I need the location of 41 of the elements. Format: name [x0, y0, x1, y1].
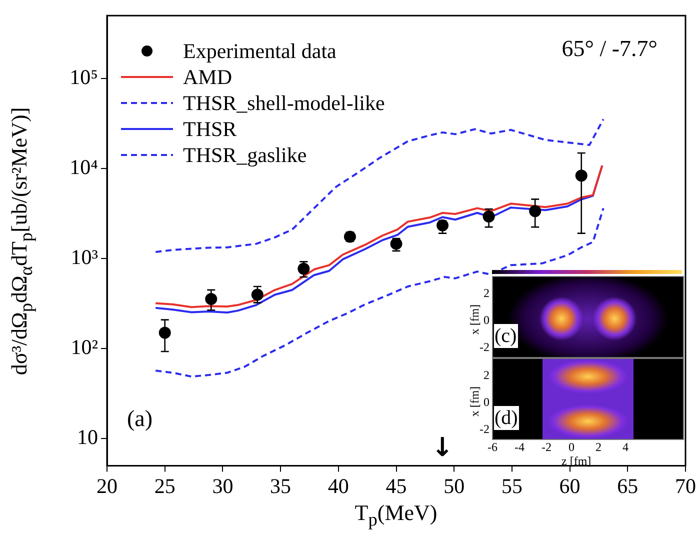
- x-tick-label: 20: [96, 474, 118, 498]
- annotation: -2: [480, 422, 490, 437]
- y-tick-label: 10⁴: [70, 155, 98, 180]
- annotation: 2: [596, 440, 602, 455]
- annotation: -2: [542, 440, 552, 455]
- annotation: ↓: [432, 432, 454, 463]
- annotation: 65° / -7.7°: [562, 36, 658, 62]
- annotation: -6: [488, 440, 498, 455]
- annotation: 0: [484, 394, 490, 410]
- annotation: (d): [494, 406, 519, 430]
- annotation: 2: [484, 286, 490, 301]
- legend-label: THSR_gaslike: [183, 142, 307, 168]
- x-tick-label: 25: [154, 474, 176, 498]
- x-tick-label: 70: [675, 474, 696, 498]
- y-tick-label: 10: [77, 425, 98, 450]
- annotation: x [fm]: [467, 304, 482, 335]
- annotation: 4: [622, 440, 628, 455]
- x-axis-title: T$_{p}$(MeV): [354, 500, 438, 530]
- legend-label: AMD: [183, 64, 232, 90]
- legend-label: Experimental data: [183, 38, 336, 64]
- annotation: x [fm]: [467, 386, 482, 417]
- y-tick-label: 10²: [70, 335, 98, 360]
- annotation: 2: [484, 368, 490, 383]
- x-tick-label: 50: [444, 474, 465, 498]
- y-tick-label: 10³: [70, 245, 98, 270]
- annotation: -4: [514, 440, 524, 455]
- annotation: -2: [480, 340, 490, 355]
- x-tick-label: 65: [617, 474, 638, 498]
- legend-label: THSR_shell-model-like: [183, 90, 385, 116]
- x-tick-label: 45: [386, 474, 407, 498]
- x-tick-label: 30: [212, 474, 234, 498]
- annotation: 0: [568, 440, 574, 455]
- y-tick-label: 10⁵: [70, 65, 98, 90]
- x-tick-label: 35: [270, 474, 292, 498]
- annotation: (c): [494, 324, 518, 348]
- legend-label: THSR: [183, 116, 237, 142]
- x-tick-label: 40: [328, 474, 349, 498]
- x-tick-label: 60: [559, 474, 580, 498]
- annotation: (a): [127, 406, 153, 432]
- annotation: 0: [484, 312, 490, 328]
- x-tick-label: 55: [501, 474, 522, 498]
